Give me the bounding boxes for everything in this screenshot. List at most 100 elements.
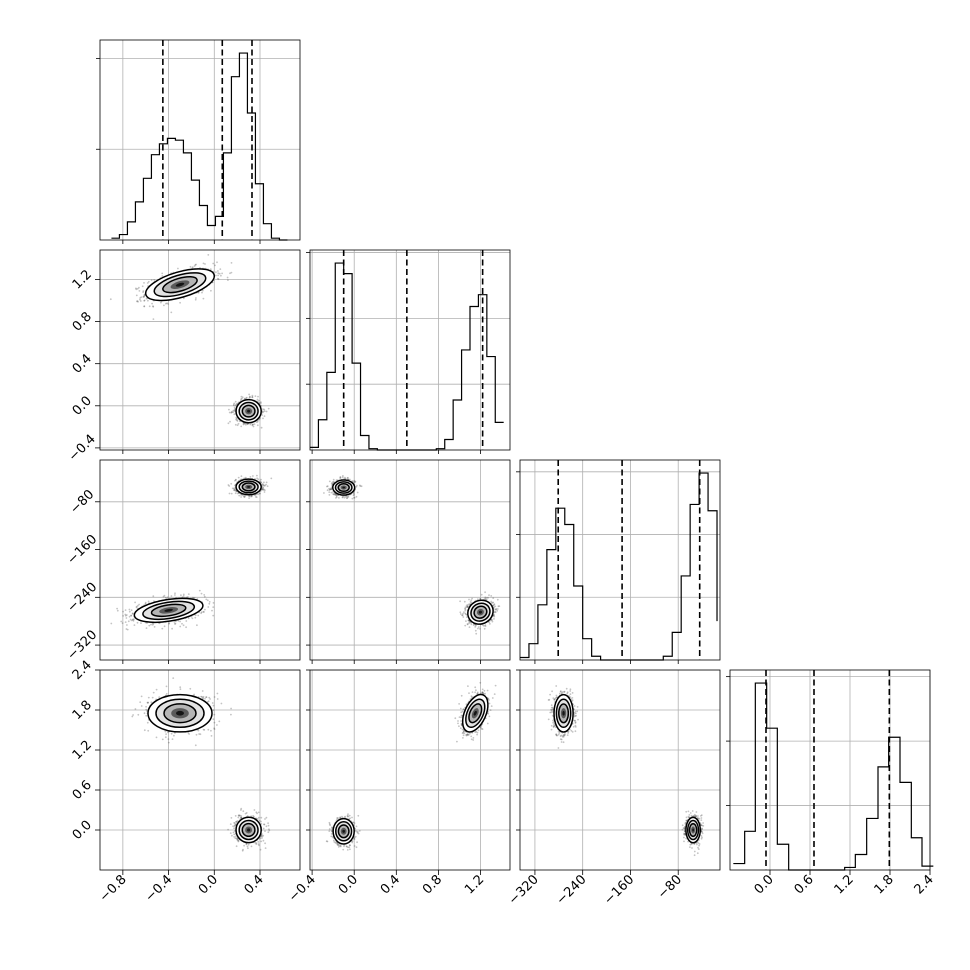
sample-point — [237, 839, 240, 842]
sample-point — [556, 734, 558, 737]
sample-point — [203, 611, 205, 613]
sample-point — [460, 711, 463, 714]
sample-point — [330, 829, 333, 832]
sample-point — [143, 299, 146, 302]
sample-point — [192, 596, 194, 599]
sample-point — [189, 687, 192, 690]
contour-line — [238, 819, 259, 841]
sample-point — [458, 725, 460, 728]
sample-point — [213, 721, 216, 724]
sample-point — [170, 595, 173, 597]
sample-point — [138, 286, 140, 289]
sample-point — [197, 614, 200, 617]
sample-point — [235, 820, 238, 823]
sample-point — [210, 735, 213, 737]
sample-point — [174, 594, 176, 596]
density-fill — [342, 829, 345, 833]
sample-point — [490, 600, 493, 603]
sample-point — [349, 478, 351, 481]
sample-point — [574, 719, 576, 722]
sample-point — [161, 272, 164, 275]
sample-point — [153, 626, 156, 628]
sample-point — [690, 814, 693, 817]
sample-point — [213, 713, 216, 716]
sample-point — [566, 734, 569, 736]
sample-point — [347, 813, 349, 815]
sample-point — [351, 480, 354, 482]
sample-point — [252, 425, 255, 428]
sample-point — [552, 721, 554, 724]
sample-point — [479, 681, 482, 684]
sample-point — [555, 734, 558, 737]
sample-point — [493, 603, 496, 606]
sample-point — [460, 716, 462, 719]
sample-point — [696, 843, 698, 846]
sample-point — [163, 594, 166, 597]
sample-point — [249, 476, 252, 478]
sample-point — [233, 488, 236, 491]
sample-point — [472, 624, 475, 626]
sample-point — [550, 704, 553, 707]
sample-point — [339, 816, 342, 819]
sample-point — [462, 737, 464, 739]
sample-point — [230, 411, 233, 414]
sample-point — [465, 614, 468, 616]
sample-point — [354, 835, 357, 838]
contour-line — [335, 821, 353, 842]
sample-point — [238, 494, 241, 497]
sample-point — [140, 695, 143, 698]
sample-point — [480, 593, 483, 596]
sample-point — [490, 619, 493, 621]
sample-point — [476, 733, 478, 736]
sample-point — [457, 720, 459, 722]
sample-point — [486, 722, 489, 725]
sample-point — [684, 822, 687, 824]
sample-point — [462, 708, 465, 711]
sample-point — [243, 496, 246, 498]
sample-point — [474, 731, 477, 733]
sample-point — [193, 693, 195, 696]
sample-point — [562, 735, 565, 738]
sample-point — [491, 619, 493, 621]
sample-point — [189, 265, 192, 268]
sample-point — [342, 475, 344, 477]
sample-point — [262, 417, 264, 420]
sample-point — [681, 828, 684, 831]
density-fill — [176, 710, 184, 716]
sample-point — [206, 701, 209, 703]
sample-point — [205, 696, 207, 698]
sample-point — [476, 691, 479, 694]
sample-point — [454, 717, 457, 720]
sample-point — [140, 296, 143, 299]
sample-point — [329, 824, 331, 827]
sample-point — [124, 621, 127, 623]
sample-point — [229, 272, 231, 275]
sample-point — [360, 485, 363, 488]
sample-point — [236, 420, 239, 422]
sample-point — [233, 830, 236, 832]
sample-point — [355, 825, 358, 828]
sample-point — [472, 737, 475, 739]
sample-point — [468, 598, 470, 601]
sample-point — [333, 841, 336, 843]
sample-point — [354, 480, 356, 483]
sample-point — [552, 726, 555, 728]
sample-point — [257, 493, 260, 496]
sample-point — [569, 690, 572, 692]
panel-1-2 — [309, 459, 511, 661]
sample-point — [333, 493, 336, 496]
contour-line — [241, 404, 256, 418]
sample-point — [349, 848, 351, 851]
sample-point — [251, 423, 254, 426]
sample-point — [566, 691, 569, 694]
sample-point — [235, 418, 238, 421]
sample-point — [135, 288, 138, 291]
sample-point — [227, 828, 229, 831]
sample-point — [152, 691, 155, 694]
sample-point — [135, 294, 138, 297]
sample-point — [339, 476, 342, 478]
sample-point — [202, 262, 205, 265]
sample-point — [697, 848, 700, 850]
sample-point — [143, 294, 146, 297]
